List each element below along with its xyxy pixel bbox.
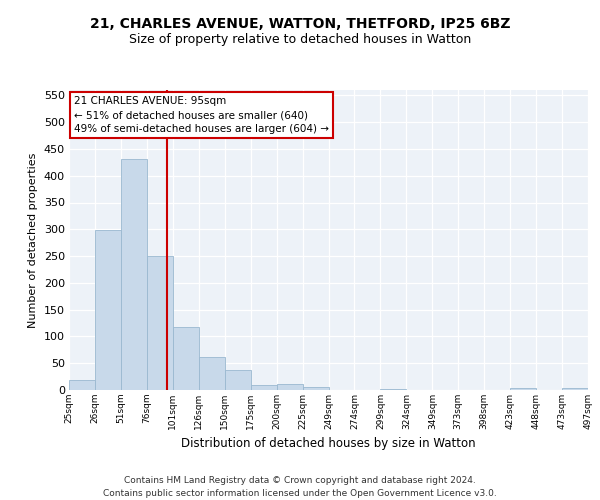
Bar	[95, 230, 121, 390]
Text: Contains HM Land Registry data © Crown copyright and database right 2024.: Contains HM Land Registry data © Crown c…	[124, 476, 476, 485]
Text: Size of property relative to detached houses in Watton: Size of property relative to detached ho…	[129, 32, 471, 46]
Bar	[251, 384, 277, 390]
Bar	[380, 389, 406, 390]
Bar	[199, 357, 224, 390]
Bar	[173, 327, 199, 390]
X-axis label: Distribution of detached houses by size in Watton: Distribution of detached houses by size …	[181, 438, 476, 450]
Bar	[147, 256, 173, 390]
Bar	[277, 384, 302, 390]
Text: Contains public sector information licensed under the Open Government Licence v3: Contains public sector information licen…	[103, 489, 497, 498]
Text: 21, CHARLES AVENUE, WATTON, THETFORD, IP25 6BZ: 21, CHARLES AVENUE, WATTON, THETFORD, IP…	[90, 18, 510, 32]
Y-axis label: Number of detached properties: Number of detached properties	[28, 152, 38, 328]
Bar	[302, 388, 329, 390]
Bar	[510, 388, 536, 390]
Bar	[225, 370, 251, 390]
Bar	[121, 158, 147, 390]
Text: 21 CHARLES AVENUE: 95sqm
← 51% of detached houses are smaller (640)
49% of semi-: 21 CHARLES AVENUE: 95sqm ← 51% of detach…	[74, 96, 329, 134]
Bar	[69, 380, 95, 390]
Bar	[562, 388, 588, 390]
